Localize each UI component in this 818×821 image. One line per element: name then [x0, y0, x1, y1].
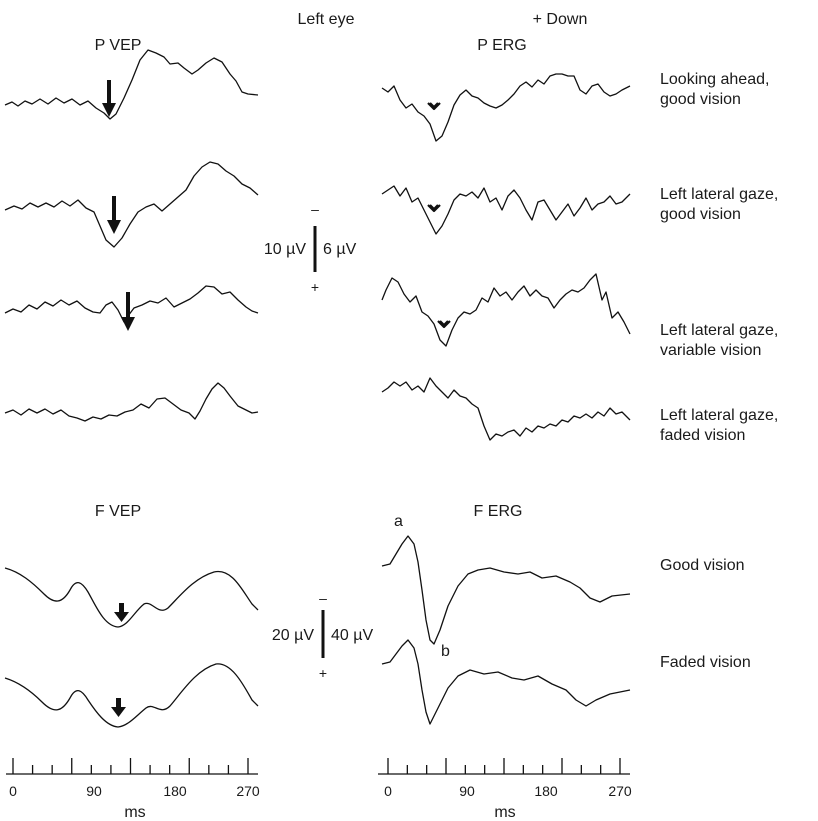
condition-1-line-1: Looking ahead,: [660, 71, 769, 88]
p-erg-trace-1: [381, 73, 631, 142]
condition-4-line-2: faded vision: [660, 427, 745, 444]
condition-2-line-1: Left lateral gaze,: [660, 186, 778, 203]
p-erg-trace-3: [381, 273, 631, 347]
f-vep-arrow-1: [114, 603, 129, 622]
condition-4-line-1: Left lateral gaze,: [660, 407, 778, 424]
erg-tick-180: 180: [534, 783, 558, 799]
p-vep-trace-1: [4, 49, 259, 120]
f-vep-trace-2: [4, 663, 259, 728]
f-erg-trace-2: [381, 639, 631, 725]
p-vep-trace-2: [4, 161, 259, 248]
erg-a-wave-label: a: [394, 513, 403, 530]
p-vep-trace-4: [4, 382, 259, 422]
vep-time-unit: ms: [124, 804, 145, 821]
erg-time-unit: ms: [494, 804, 515, 821]
flash-scale-neg-sign: –: [319, 590, 327, 606]
erg-tick-0: 0: [384, 783, 392, 799]
erg-tick-270: 270: [608, 783, 632, 799]
f-erg-trace-1: [381, 535, 631, 645]
p-erg-trace-4: [381, 377, 631, 441]
condition-3-line-1: Left lateral gaze,: [660, 322, 778, 339]
vep-tick-180: 180: [163, 783, 187, 799]
p-erg-arrow-2: [427, 204, 441, 213]
flash-scale-erg: 40 µV: [331, 627, 373, 644]
f-vep-trace-1: [4, 567, 259, 628]
condition-2-line-2: good vision: [660, 206, 741, 223]
p-vep-arrow-1: [102, 80, 116, 117]
flash-scale-pos-sign: +: [319, 665, 327, 681]
flash-condition-faded: Faded vision: [660, 654, 751, 671]
p-erg-trace-2: [381, 185, 631, 235]
p-vep-trace-3: [4, 285, 259, 323]
condition-1-line-2: good vision: [660, 91, 741, 108]
scale-pos-sign: +: [311, 279, 319, 295]
erg-tick-90: 90: [459, 783, 475, 799]
f-vep-arrow-2: [111, 698, 126, 717]
vep-tick-0: 0: [9, 783, 17, 799]
flash-condition-good: Good vision: [660, 557, 745, 574]
polarity-label: + Down: [533, 11, 588, 28]
p-vep-title: P VEP: [95, 37, 142, 54]
scale-neg-sign: –: [311, 201, 319, 217]
condition-3-line-2: variable vision: [660, 342, 761, 359]
left-eye-label: Left eye: [298, 11, 355, 28]
p-vep-arrow-3: [121, 292, 135, 331]
pattern-scale-vep: 10 µV: [264, 241, 306, 258]
f-vep-title: F VEP: [95, 503, 141, 520]
p-vep-arrow-2: [107, 196, 121, 234]
vep-time-ticks: [12, 758, 249, 774]
erg-b-wave-label: b: [441, 643, 450, 660]
f-erg-title: F ERG: [474, 503, 523, 520]
vep-tick-270: 270: [236, 783, 260, 799]
p-erg-title: P ERG: [477, 37, 527, 54]
pattern-scale-erg: 6 µV: [323, 241, 357, 258]
erg-time-ticks: [387, 758, 621, 774]
p-erg-arrow-1: [427, 102, 441, 111]
p-erg-arrow-3: [437, 320, 451, 329]
vep-tick-90: 90: [86, 783, 102, 799]
flash-scale-vep: 20 µV: [272, 627, 314, 644]
